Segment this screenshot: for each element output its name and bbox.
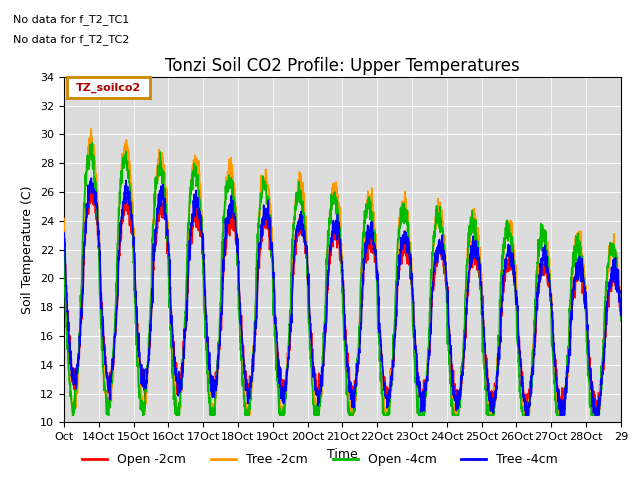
X-axis label: Time: Time <box>327 448 358 461</box>
Text: No data for f_T2_TC1: No data for f_T2_TC1 <box>13 14 129 25</box>
Y-axis label: Soil Temperature (C): Soil Temperature (C) <box>22 185 35 314</box>
Title: Tonzi Soil CO2 Profile: Upper Temperatures: Tonzi Soil CO2 Profile: Upper Temperatur… <box>165 57 520 75</box>
Text: TZ_soilco2: TZ_soilco2 <box>76 83 141 93</box>
Text: No data for f_T2_TC2: No data for f_T2_TC2 <box>13 34 129 45</box>
Legend: Open -2cm, Tree -2cm, Open -4cm, Tree -4cm: Open -2cm, Tree -2cm, Open -4cm, Tree -4… <box>77 448 563 471</box>
